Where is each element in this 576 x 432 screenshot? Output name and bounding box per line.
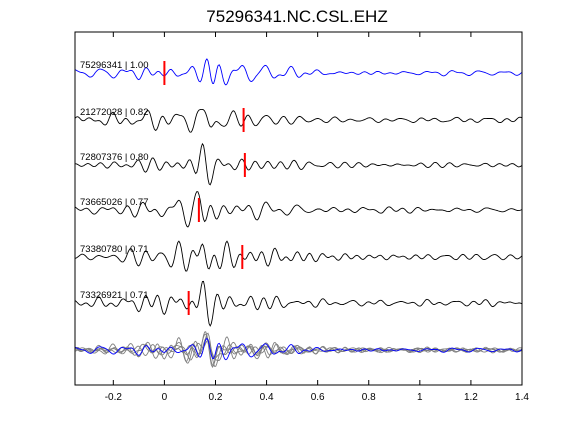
x-tick-label: -0.2: [105, 392, 123, 403]
trace-label-2: 21272028 | 0.82: [80, 107, 149, 118]
trace-label-1: 75296341 | 1.00: [80, 60, 149, 71]
x-tick-label: 1.2: [464, 392, 478, 403]
figure-title: 75296341.NC.CSL.EHZ: [206, 7, 387, 26]
trace-line-4: [74, 191, 523, 228]
trace-label-4: 73665026 | 0.77: [80, 197, 149, 208]
x-tick-label: 0.8: [362, 392, 376, 403]
trace-label-5: 73380780 | 0.71: [80, 244, 149, 255]
trace-line-2: [74, 108, 523, 133]
x-tick-label: 1.4: [515, 392, 529, 403]
overlay-line-1: [74, 337, 523, 361]
trace-labels-group: 75296341 | 1.00 21272028 | 0.82 72807376 |…: [80, 60, 149, 301]
overlay-line-2: [74, 339, 523, 361]
x-axis-ticks: -0.2 0 0.2 0.4 0.6 0.8 1 1.2 1.4: [105, 32, 529, 403]
trace-line-6: [74, 280, 523, 327]
x-tick-label: 0.6: [311, 392, 325, 403]
traces-group: [74, 58, 523, 327]
x-tick-label: 0: [162, 392, 168, 403]
overlay-stack-group: [74, 331, 523, 368]
pick-markers-group: [163, 61, 246, 315]
axes-frame: [74, 31, 523, 386]
x-tick-label: 0.4: [260, 392, 274, 403]
trace-line-5: [74, 240, 523, 272]
x-tick-label: 1: [417, 392, 423, 403]
trace-label-3: 72807376 | 0.80: [80, 152, 149, 163]
trace-label-6: 73326921 | 0.71: [80, 290, 149, 301]
x-tick-label: 0.2: [209, 392, 223, 403]
trace-line-1: [74, 58, 523, 86]
trace-line-3: [75, 142, 523, 186]
